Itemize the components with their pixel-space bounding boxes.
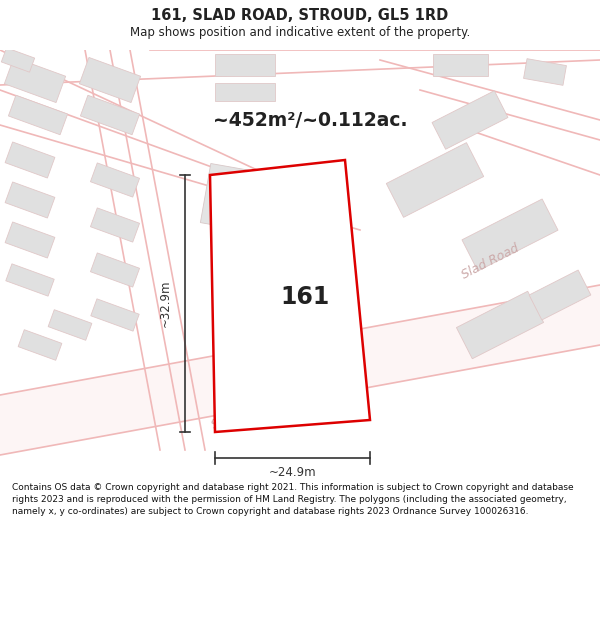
Polygon shape: [48, 310, 92, 340]
Polygon shape: [4, 58, 65, 102]
Text: Map shows position and indicative extent of the property.: Map shows position and indicative extent…: [130, 26, 470, 39]
Polygon shape: [18, 330, 62, 360]
Polygon shape: [386, 142, 484, 218]
Polygon shape: [432, 91, 508, 149]
Polygon shape: [5, 222, 55, 258]
Text: Slad Road: Slad Road: [459, 242, 521, 282]
Polygon shape: [0, 285, 600, 455]
Polygon shape: [457, 291, 544, 359]
Text: Contains OS data © Crown copyright and database right 2021. This information is : Contains OS data © Crown copyright and d…: [12, 483, 574, 516]
Polygon shape: [6, 264, 54, 296]
Polygon shape: [91, 163, 140, 197]
Text: Slad Road: Slad Road: [209, 392, 271, 432]
Polygon shape: [8, 95, 68, 135]
Polygon shape: [91, 299, 139, 331]
Text: ~32.9m: ~32.9m: [158, 280, 172, 328]
Polygon shape: [79, 58, 140, 102]
Text: 161: 161: [280, 285, 329, 309]
Polygon shape: [462, 199, 558, 271]
Polygon shape: [215, 83, 275, 101]
Polygon shape: [529, 270, 591, 320]
Polygon shape: [91, 253, 140, 287]
Polygon shape: [524, 59, 566, 86]
Polygon shape: [433, 54, 487, 76]
Polygon shape: [91, 208, 140, 242]
Polygon shape: [80, 95, 140, 135]
Polygon shape: [210, 160, 370, 432]
Polygon shape: [5, 182, 55, 218]
Polygon shape: [1, 48, 35, 72]
Text: ~24.9m: ~24.9m: [269, 466, 316, 479]
Text: 161, SLAD ROAD, STROUD, GL5 1RD: 161, SLAD ROAD, STROUD, GL5 1RD: [151, 8, 449, 23]
Text: ~452m²/~0.112ac.: ~452m²/~0.112ac.: [213, 111, 407, 129]
Polygon shape: [215, 54, 275, 76]
Polygon shape: [5, 142, 55, 178]
Polygon shape: [200, 164, 290, 236]
